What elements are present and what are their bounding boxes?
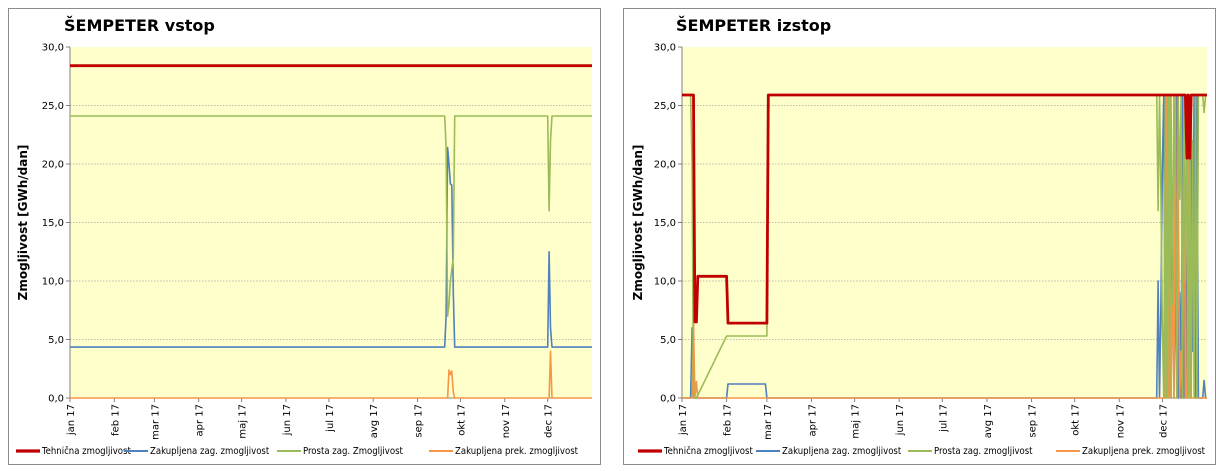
legend-label: Tehnična zmogljivost [663, 446, 753, 457]
y-tick-label: 30,0 [42, 43, 64, 54]
y-tick-label: 5,0 [660, 335, 676, 346]
y-tick-label: 25,0 [42, 101, 64, 112]
x-tick-label: avg 17 [369, 404, 380, 438]
y-tick-label: 15,0 [42, 218, 64, 229]
legend-label: Prosta zag. zmogljivost [934, 446, 1033, 457]
x-tick-label: avg 17 [983, 404, 994, 438]
y-axis-label: Zmogljivost [GWh/dan] [631, 145, 645, 301]
x-tick-label: dec 17 [544, 404, 555, 438]
x-tick-label: mar 17 [763, 404, 774, 440]
series-line-3 [70, 350, 592, 399]
y-axis-label: Zmogljivost [GWh/dan] [16, 145, 30, 301]
legend-label: Zakupljena prek. zmogljivost [1082, 446, 1206, 457]
y-tick-label: 0,0 [660, 394, 676, 405]
x-tick-label: jul 17 [325, 404, 336, 433]
x-tick-label: mar 17 [150, 404, 161, 440]
x-tick-label: okt 17 [1071, 404, 1082, 436]
chart-vstop: ŠEMPETER vstop 0,0 5,0 10,0 15,0 20,0 25,0 30,0… [16, 16, 592, 457]
legend-label: Tehnična zmogljivost [41, 446, 131, 457]
x-tick-label: sep 17 [1028, 404, 1039, 438]
x-tick-label: apr 17 [195, 404, 206, 437]
x-tick-label: dec 17 [1158, 404, 1169, 438]
x-tick-label: nov 17 [1115, 404, 1126, 438]
x-tick-label: maj 17 [238, 404, 249, 439]
legend-label: Zakupljena zag. zmogljivost [782, 446, 902, 457]
x-tick-label: nov 17 [501, 404, 512, 438]
x-tick-label: feb 17 [723, 404, 734, 436]
chart-panel-vstop: ŠEMPETER vstop 0,0 5,0 10,0 15,0 20,0 25,0 30,0… [8, 8, 601, 465]
x-tick-label: jun 17 [282, 404, 293, 436]
y-tick-label: 20,0 [42, 160, 64, 171]
chart-title: ŠEMPETER vstop [64, 16, 215, 35]
legend-label: Zakupljena zag. zmogljivost [150, 446, 270, 457]
y-tick-label: 20,0 [654, 160, 676, 171]
y-tick-label: 10,0 [42, 277, 64, 288]
x-tick-label: apr 17 [807, 404, 818, 437]
y-tick-label: 0,0 [48, 394, 64, 405]
y-tick-label: 10,0 [654, 277, 676, 288]
legend-label: Prosta zag. Zmogljivost [303, 446, 404, 457]
x-tick-label: maj 17 [851, 404, 862, 439]
legend-label: Zakupljena prek. zmogljivost [455, 446, 579, 457]
chart-izstop: ŠEMPETER izstop 0,0 5,0 10,0 15,0 20,0 25,0 30,… [631, 16, 1207, 457]
x-tick-label: sep 17 [414, 404, 425, 438]
chart-panel-izstop: ŠEMPETER izstop 0,0 5,0 10,0 15,0 20,0 25,0 30,… [623, 8, 1216, 465]
x-tick-label: okt 17 [456, 404, 467, 436]
series-line-2 [70, 115, 592, 317]
x-tick-label: jan 17 [678, 404, 689, 436]
chart-title: ŠEMPETER izstop [676, 16, 831, 35]
x-tick-label: feb 17 [110, 404, 121, 436]
y-tick-label: 5,0 [48, 335, 64, 346]
x-tick-label: jan 17 [66, 404, 77, 436]
y-tick-label: 30,0 [654, 43, 676, 54]
x-tick-label: jul 17 [938, 404, 949, 433]
x-tick-label: jun 17 [895, 404, 906, 436]
series-line-0 [682, 93, 1207, 325]
y-tick-label: 15,0 [654, 218, 676, 229]
y-tick-label: 25,0 [654, 101, 676, 112]
